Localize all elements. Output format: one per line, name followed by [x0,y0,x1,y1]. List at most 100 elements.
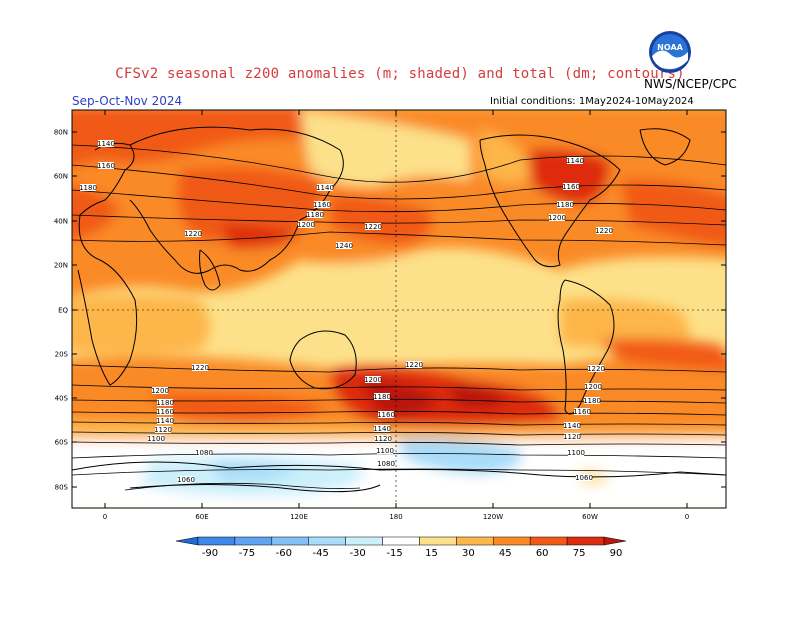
colorbar-segment [308,536,346,546]
colorbar-segment [529,536,568,546]
contour-label-bg [596,227,612,234]
contour-label-bg [563,183,579,190]
contour-label-bg [584,397,600,404]
map-frame [71,109,727,509]
contour-label-bg [157,399,173,406]
contour-label: 1100 [567,449,585,457]
colorbar-tick-label: 15 [425,548,438,559]
contour-label-bg [336,242,352,249]
colorbar-tick-label: -45 [313,548,329,559]
contour-label: 1080 [195,449,213,457]
contour-label-bg [378,411,394,418]
colorbar-segment [271,536,309,546]
colorbar-tick-label: -90 [202,548,218,559]
contour-label-bg [585,383,601,390]
contour-label-bg [374,393,390,400]
contour-label-bg [588,365,604,372]
contour-label: 1100 [147,435,165,443]
contour-label-bg [317,184,333,191]
lon-label: 0 [685,513,689,521]
lon-label: 60W [582,513,598,521]
contour-label: 1220 [587,365,605,373]
contour-label-bg [148,435,164,442]
map-title: CFSv2 seasonal z200 anomalies (m; shaded… [115,66,685,82]
contour-label: 1240 [335,242,353,250]
agency-label: NWS/NCEP/CPC [644,77,737,91]
latitude-axis: 80N 60N 40N 20N EQ 20S 40S 60S 80S [54,129,726,492]
contour-label-bg [378,460,394,467]
lat-label: 20N [54,262,68,270]
colorbar-arrow-left [175,536,199,546]
contour-label: 1140 [566,157,584,165]
contour-label: 1220 [405,361,423,369]
contour-label: 1180 [156,399,174,407]
contour-label: 1220 [184,230,202,238]
longitude-axis: 0 60E 120E 180 120W 60W 0 [103,110,689,521]
noaa-logo-icon: NOAA [649,31,691,73]
colorbar-tick-label: 90 [610,548,623,559]
contour-label: 1200 [297,221,315,229]
contour-label-bg [406,361,422,368]
contour-label: 1180 [556,201,574,209]
colorbar-tick-label: 75 [573,548,586,559]
contour-label: 1200 [584,383,602,391]
colorbar-tick-label: -30 [349,548,365,559]
colorbar-segment [493,536,531,546]
lon-label: 0 [103,513,107,521]
colorbar-segment [345,536,383,546]
contour-label: 1180 [306,211,324,219]
colorbar-tick-label: 45 [499,548,512,559]
contour-label-bg [178,476,194,483]
colorbar-arrow-right [603,536,627,546]
anomaly-colorbar: -90 -75 -60 -45 -30 -15 15 30 45 60 75 90 [175,536,627,559]
contour-label: 1180 [373,393,391,401]
contour-label-bg [98,162,114,169]
contour-label: 1080 [377,460,395,468]
contour-label-bg [568,449,584,456]
contour-label: 1160 [573,408,591,416]
contour-label: 1220 [595,227,613,235]
contour-label-bg [377,447,393,454]
colorbar-segment [419,536,457,546]
contour-label: 1180 [79,184,97,192]
lat-label: 80S [55,484,69,492]
contour-label-bg [98,140,114,147]
contour-label: 1200 [548,214,566,222]
contour-label-bg [374,425,390,432]
contour-label-bg [576,474,592,481]
contour-label-bg [365,223,381,230]
contour-label: 1160 [562,183,580,191]
lat-label: 40S [55,395,69,403]
contour-label: 1120 [374,435,392,443]
contour-label: 1200 [364,376,382,384]
contour-label: 1140 [563,422,581,430]
contour-label-bg [196,449,212,456]
contour-label-bg [564,433,580,440]
contour-label-bg [155,426,171,433]
contour-label: 1180 [583,397,601,405]
contour-label: 1220 [191,364,209,372]
contour-label: 1160 [377,411,395,419]
colorbar-segment [382,536,420,546]
initial-conditions-label: Initial conditions: 1May2024-10May2024 [490,96,694,107]
contour-label: 1160 [156,408,174,416]
colorbar-segment [456,536,494,546]
lat-label: 80N [54,129,68,137]
contour-label: 1140 [156,417,174,425]
lon-label: 60E [195,513,208,521]
contour-label-bg [152,387,168,394]
lon-label: 120W [483,513,503,521]
contour-label: 1060 [575,474,593,482]
contour-label-bg [567,157,583,164]
contour-label: 1060 [177,476,195,484]
contour-label-bg [298,221,314,228]
colorbar-tick-label: -15 [386,548,402,559]
contour-label: 1100 [376,447,394,455]
contour-label: 1160 [97,162,115,170]
contour-label-bg [375,435,391,442]
lat-label: 60N [54,173,68,181]
colorbar-tick-label: 60 [536,548,549,559]
contour-label: 1140 [316,184,334,192]
